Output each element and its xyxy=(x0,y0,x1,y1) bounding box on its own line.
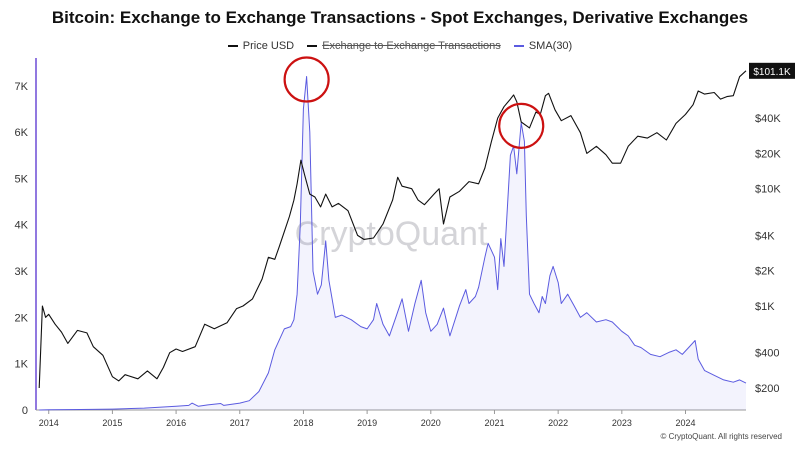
legend-item-price[interactable]: Price USD xyxy=(227,40,295,52)
copyright-notice: © CryptoQuant. All rights reserved xyxy=(660,432,783,441)
legend-swatch-exchange-transactions xyxy=(307,45,318,47)
y-right-tick-label: $10K xyxy=(755,184,781,196)
y-left-tick-label: 0 xyxy=(22,405,28,417)
y-right-tick-label: $200 xyxy=(755,383,779,395)
y-right-tick-label: $40K xyxy=(755,113,781,125)
y-left-tick-label: 4K xyxy=(15,220,29,232)
series-line-price-usd xyxy=(38,70,747,389)
annotation-circle-1 xyxy=(283,56,330,103)
legend-item-exchange-transactions[interactable]: Exchange to Exchange Transactions xyxy=(307,40,501,52)
y-left-tick-label: 5K xyxy=(15,173,29,185)
x-tick-label: 2016 xyxy=(166,418,186,428)
legend-item-sma[interactable]: SMA(30) xyxy=(513,40,573,52)
x-tick-label: 2022 xyxy=(548,418,568,428)
x-tick-label: 2021 xyxy=(484,418,504,428)
y-right-tick-label: $2K xyxy=(755,266,775,278)
y-right-tick-label: $4K xyxy=(755,230,775,242)
chart-title: Bitcoin: Exchange to Exchange Transactio… xyxy=(51,8,749,27)
annotation-circle-2 xyxy=(498,102,545,149)
series-line-sma-30 xyxy=(39,76,747,411)
x-tick-label: 2017 xyxy=(230,418,250,428)
y-left-tick-label: 6K xyxy=(15,127,29,139)
x-tick-label: 2019 xyxy=(357,418,377,428)
watermark: CryptoQuant xyxy=(295,215,488,253)
legend-swatch-price xyxy=(227,45,238,47)
last-value-label: $101.1K xyxy=(753,67,791,78)
y-left-tick-label: 3K xyxy=(15,266,29,278)
x-tick-label: 2014 xyxy=(39,418,59,428)
legend: Price USD Exchange to Exchange Transacti… xyxy=(0,38,800,52)
x-tick-label: 2023 xyxy=(612,418,632,428)
y-right-tick-label: $400 xyxy=(755,348,779,360)
y-left-tick-label: 1K xyxy=(15,359,29,371)
y-left-tick-label: 7K xyxy=(15,81,29,93)
x-tick-label: 2020 xyxy=(421,418,441,428)
x-tick-label: 2015 xyxy=(102,418,122,428)
x-tick-label: 2024 xyxy=(675,418,695,428)
x-tick-label: 2018 xyxy=(293,418,313,428)
legend-swatch-sma xyxy=(513,45,524,47)
series-area-sma-30 xyxy=(39,76,746,410)
y-right-tick-label: $1K xyxy=(755,301,775,313)
legend-label-sma: SMA(30) xyxy=(528,40,573,52)
legend-label-exchange-transactions: Exchange to Exchange Transactions xyxy=(322,40,501,52)
last-value-badge xyxy=(749,62,795,79)
y-left-tick-label: 2K xyxy=(15,312,29,324)
y-right-tick-label: $20K xyxy=(755,148,781,160)
legend-label-price: Price USD xyxy=(242,40,295,52)
